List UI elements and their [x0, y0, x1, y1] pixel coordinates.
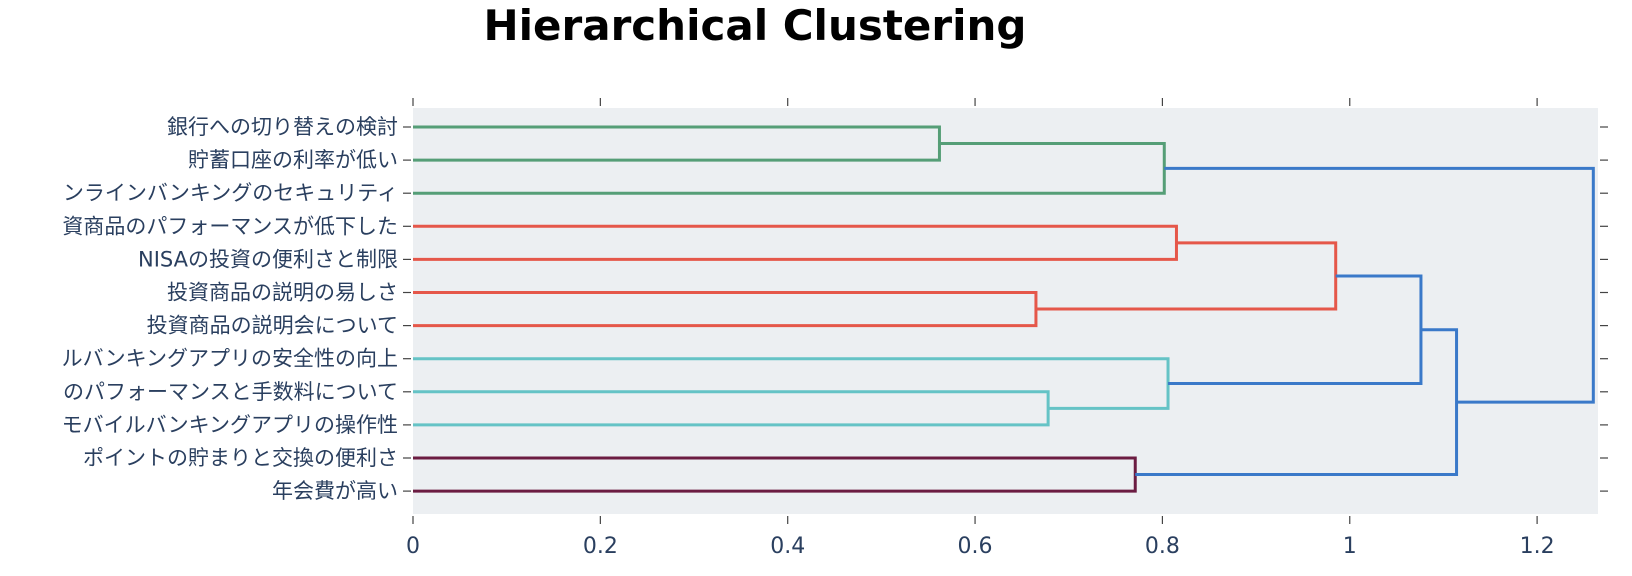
x-tick-label: 0.6 — [958, 534, 993, 559]
leaf-label: NISAの投資の便利さと制限 — [138, 247, 398, 271]
dendrogram-link — [1168, 274, 1423, 386]
y-axis-left-ticks — [403, 126, 411, 492]
leaf-label: のパフォーマンスと手数料について — [63, 380, 398, 404]
dendrogram-link — [413, 291, 1038, 328]
leaf-label: ルバンキングアプリの安全性の向上 — [62, 347, 398, 371]
dendrogram-link — [1164, 166, 1595, 404]
x-tick-label: 0.8 — [1145, 534, 1180, 559]
plot-area — [413, 108, 1598, 514]
dendrogram-link — [413, 142, 1166, 195]
x-tick-label: 0.2 — [583, 534, 618, 559]
dendrogram-link — [413, 125, 941, 162]
x-tick-label: 0 — [406, 534, 420, 559]
x-tick-label: 1.2 — [1520, 534, 1555, 559]
leaf-label: ンラインバンキングのセキュリティ — [63, 181, 398, 205]
leaf-label: 投資商品の説明の易しさ — [167, 281, 398, 305]
leaf-label: モバイルバンキングアプリの操作性 — [62, 413, 398, 437]
leaf-label: 貯蓄口座の利率が低い — [188, 148, 398, 172]
dendrogram-links — [413, 125, 1595, 493]
leaf-label: 銀行への切り替えの検討 — [167, 115, 398, 139]
chart-title: Hierarchical Clustering — [483, 1, 1026, 50]
dendrogram-link — [413, 390, 1050, 427]
x-axis-top-ticks — [412, 98, 1538, 106]
leaf-label: 資商品のパフォーマンスが低下した — [62, 214, 398, 238]
y-axis-right-ticks — [1600, 126, 1608, 492]
x-tick-label: 1 — [1343, 534, 1357, 559]
x-tick-label: 0.4 — [770, 534, 805, 559]
x-axis-ticks: 0 0.2 0.4 0.6 0.8 1 1.2 — [406, 516, 1555, 559]
leaf-label: 年会費が高い — [272, 479, 398, 503]
leaf-label: ポイントの貯まりと交換の便利さ — [83, 446, 398, 470]
dendrogram-link — [413, 456, 1137, 493]
leaf-label: 投資商品の説明会について — [147, 314, 398, 338]
leaf-labels: 銀行への切り替えの検討貯蓄口座の利率が低いンラインバンキングのセキュリティ資商品… — [62, 115, 398, 503]
